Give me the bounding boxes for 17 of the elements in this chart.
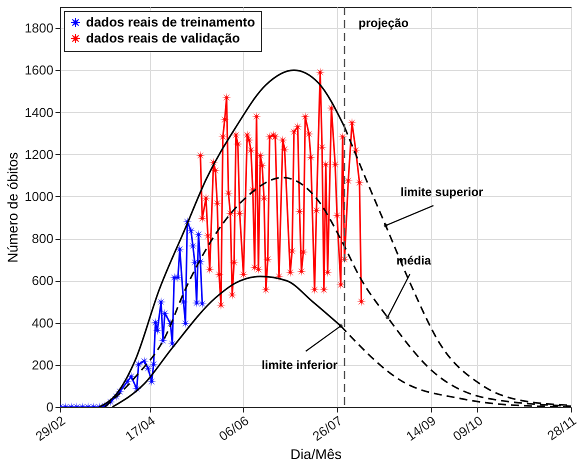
y-tick-label: 1000 (24, 188, 54, 204)
x-axis-title: Dia/Mês (290, 446, 342, 462)
y-axis-title: Número de óbitos (4, 152, 21, 263)
y-tick-label: 400 (32, 315, 54, 330)
ref-line-label: projeção (358, 16, 409, 30)
y-tick-label: 1400 (24, 104, 54, 120)
annotation: limite superior (400, 184, 484, 199)
y-tick-label: 1200 (24, 146, 54, 162)
y-tick-label: 0 (46, 400, 54, 414)
y-tick-label: 1800 (24, 20, 54, 36)
y-tick-label: 200 (32, 357, 54, 372)
y-tick-label: 1600 (24, 62, 54, 78)
annotation: limite inferior (262, 358, 338, 372)
y-tick-label: 600 (32, 273, 54, 288)
legend-label: dados reais de treinamento (86, 14, 256, 30)
y-tick-label: 800 (32, 231, 54, 246)
legend-label: dados reais de validação (86, 30, 240, 46)
